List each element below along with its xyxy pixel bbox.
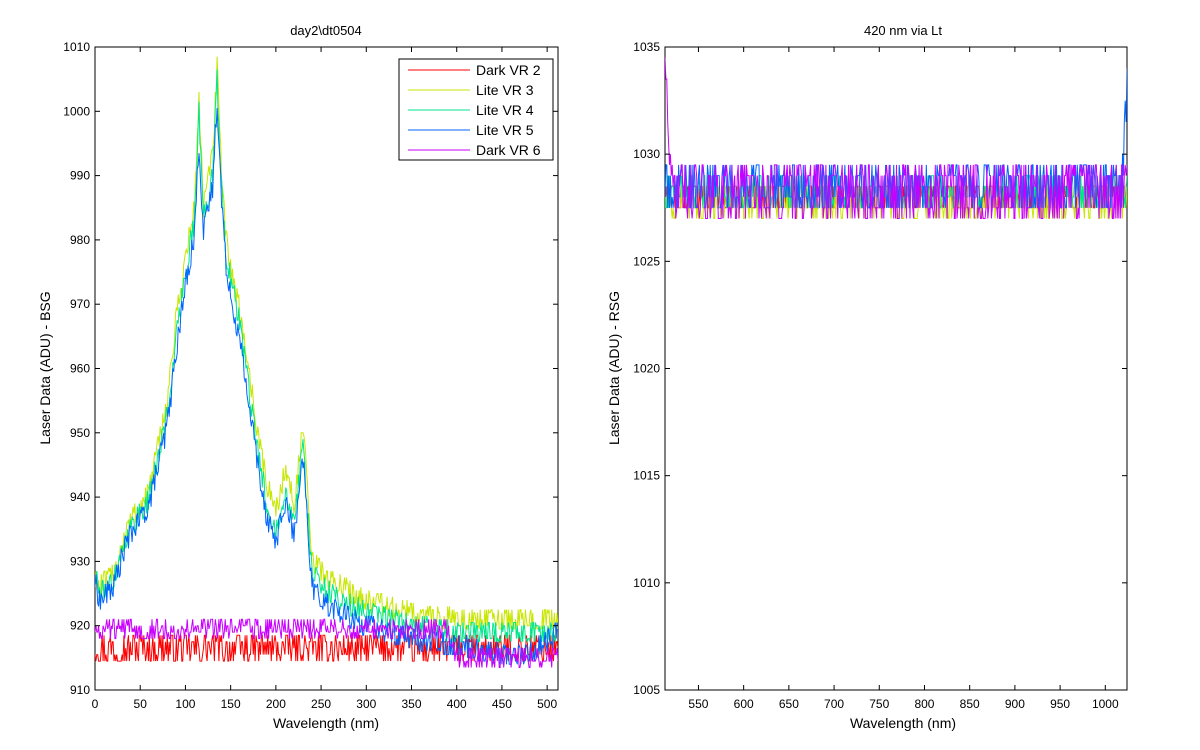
y-tick-label: 1000 bbox=[63, 104, 90, 118]
x-tick-label: 550 bbox=[688, 697, 708, 711]
ticks-group: 550 600 650 700 750 800 850 900 950 1000 1005 1010 1… bbox=[633, 40, 1127, 711]
x-tick-label: 400 bbox=[447, 697, 467, 711]
y-tick-label: 1030 bbox=[633, 147, 660, 161]
ticks-group: 0 50 100 150 200 250 300 350 400 450 500 910 920 930 9… bbox=[63, 40, 558, 711]
x-tick-label: 900 bbox=[1005, 697, 1025, 711]
y-axis-title: Laser Data (ADU) - BSG bbox=[37, 291, 53, 444]
y-tick-label: 930 bbox=[70, 554, 90, 568]
x-axis-title: Wavelength (nm) bbox=[850, 715, 956, 731]
plot-area bbox=[664, 46, 1128, 691]
series-group bbox=[95, 56, 558, 668]
y-tick-label: 1010 bbox=[633, 576, 660, 590]
x-axis-title: Wavelength (nm) bbox=[273, 715, 379, 731]
x-tick-label: 750 bbox=[869, 697, 889, 711]
legend-label-dark-vr-6: Dark VR 6 bbox=[476, 142, 541, 158]
y-tick-label: 940 bbox=[70, 490, 90, 504]
x-tick-label: 50 bbox=[134, 697, 148, 711]
x-tick-label: 300 bbox=[356, 697, 376, 711]
legend: Dark VR 2 Lite VR 3 Lite VR 4 Lite VR 5 … bbox=[398, 58, 554, 161]
series-group bbox=[665, 57, 1127, 219]
x-tick-label: 1000 bbox=[1092, 697, 1119, 711]
x-tick-label: 250 bbox=[311, 697, 331, 711]
legend-label-lite-vr-5: Lite VR 5 bbox=[476, 122, 534, 138]
x-tick-label: 650 bbox=[779, 697, 799, 711]
x-tick-label: 500 bbox=[537, 697, 557, 711]
series-line-lite-vr-3 bbox=[95, 56, 558, 631]
series-line-dark-vr-6 bbox=[95, 618, 558, 668]
y-tick-label: 960 bbox=[70, 362, 90, 376]
y-tick-label: 920 bbox=[70, 619, 90, 633]
y-tick-label: 1005 bbox=[633, 683, 660, 697]
y-tick-label: 1010 bbox=[63, 40, 90, 54]
x-tick-label: 700 bbox=[824, 697, 844, 711]
y-tick-label: 950 bbox=[70, 426, 90, 440]
legend-label-dark-vr-2: Dark VR 2 bbox=[476, 62, 541, 78]
chart-bsg: day2\dt0504 0 50 100 150 200 250 300 350 400 450 5… bbox=[37, 23, 559, 731]
legend-label-lite-vr-4: Lite VR 4 bbox=[476, 102, 534, 118]
series-line-lite-vr-5 bbox=[95, 108, 558, 665]
x-tick-label: 100 bbox=[175, 697, 195, 711]
y-tick-label: 990 bbox=[70, 169, 90, 183]
y-tick-label: 1035 bbox=[633, 40, 660, 54]
x-tick-label: 850 bbox=[960, 697, 980, 711]
legend-label-lite-vr-3: Lite VR 3 bbox=[476, 82, 534, 98]
x-tick-label: 600 bbox=[734, 697, 754, 711]
x-tick-label: 450 bbox=[492, 697, 512, 711]
y-tick-label: 910 bbox=[70, 683, 90, 697]
y-tick-label: 970 bbox=[70, 297, 90, 311]
x-tick-label: 200 bbox=[266, 697, 286, 711]
y-axis-title: Laser Data (ADU) - RSG bbox=[606, 291, 622, 445]
y-tick-label: 1020 bbox=[633, 362, 660, 376]
x-tick-label: 350 bbox=[401, 697, 421, 711]
x-tick-label: 150 bbox=[221, 697, 241, 711]
y-tick-label: 1025 bbox=[633, 254, 660, 268]
x-tick-label: 0 bbox=[92, 697, 99, 711]
series-line-series-4 bbox=[665, 57, 1127, 219]
x-tick-label: 800 bbox=[914, 697, 934, 711]
chart-rsg: 420 nm via Lt 550 600 650 700 750 800 850 900 95… bbox=[606, 23, 1128, 731]
chart-title: 420 nm via Lt bbox=[864, 23, 942, 38]
chart-title: day2\dt0504 bbox=[290, 23, 362, 38]
y-tick-label: 1015 bbox=[633, 469, 660, 483]
y-tick-label: 980 bbox=[70, 233, 90, 247]
x-tick-label: 950 bbox=[1050, 697, 1070, 711]
